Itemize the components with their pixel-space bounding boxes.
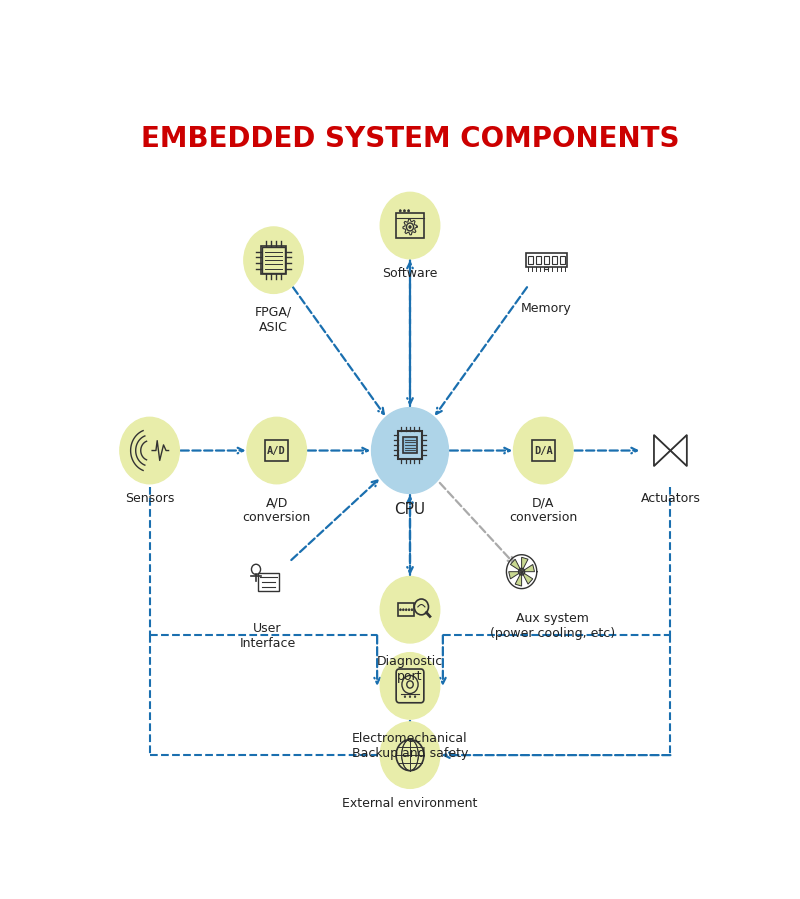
Text: D/A: D/A	[534, 446, 553, 456]
FancyBboxPatch shape	[403, 438, 417, 452]
Circle shape	[411, 609, 413, 610]
Text: D/A
conversion: D/A conversion	[509, 496, 578, 524]
Polygon shape	[510, 559, 522, 572]
Circle shape	[406, 609, 407, 610]
Circle shape	[399, 209, 402, 212]
FancyBboxPatch shape	[396, 669, 424, 703]
Circle shape	[396, 740, 424, 770]
FancyBboxPatch shape	[261, 246, 286, 274]
Circle shape	[244, 227, 303, 293]
Text: User
Interface: User Interface	[239, 622, 295, 650]
Text: Aux system
(power cooling, etc): Aux system (power cooling, etc)	[490, 612, 615, 640]
Text: A/D: A/D	[267, 446, 286, 456]
Circle shape	[399, 609, 402, 610]
Polygon shape	[522, 557, 528, 572]
Circle shape	[247, 417, 306, 484]
Circle shape	[371, 407, 449, 494]
Text: Software: Software	[382, 267, 438, 280]
Circle shape	[404, 696, 406, 698]
Circle shape	[514, 417, 573, 484]
FancyBboxPatch shape	[262, 247, 285, 273]
Text: CPU: CPU	[394, 502, 426, 517]
Circle shape	[380, 576, 440, 643]
Text: Diagnostic
port: Diagnostic port	[377, 655, 443, 683]
Polygon shape	[522, 572, 533, 584]
FancyBboxPatch shape	[398, 603, 414, 616]
Text: EMBEDDED SYSTEM COMPONENTS: EMBEDDED SYSTEM COMPONENTS	[141, 125, 679, 153]
FancyBboxPatch shape	[398, 432, 422, 458]
Circle shape	[380, 192, 440, 259]
FancyBboxPatch shape	[532, 440, 554, 461]
Text: Actuators: Actuators	[641, 492, 700, 505]
Circle shape	[403, 209, 406, 212]
Text: Electromechanical
Backup and safety: Electromechanical Backup and safety	[352, 732, 468, 760]
Text: Memory: Memory	[521, 302, 572, 315]
Circle shape	[380, 722, 440, 788]
Polygon shape	[522, 565, 534, 572]
Circle shape	[120, 417, 179, 484]
FancyBboxPatch shape	[266, 440, 288, 461]
Circle shape	[407, 209, 410, 212]
Circle shape	[408, 609, 410, 610]
Polygon shape	[509, 572, 522, 579]
Text: A/D
conversion: A/D conversion	[242, 496, 311, 524]
Polygon shape	[515, 572, 522, 586]
Text: External environment: External environment	[342, 797, 478, 810]
Circle shape	[380, 653, 440, 719]
Circle shape	[402, 609, 404, 610]
Text: Sensors: Sensors	[125, 492, 174, 505]
Circle shape	[409, 226, 411, 228]
Circle shape	[414, 696, 416, 698]
Text: FPGA/
ASIC: FPGA/ ASIC	[255, 306, 292, 334]
